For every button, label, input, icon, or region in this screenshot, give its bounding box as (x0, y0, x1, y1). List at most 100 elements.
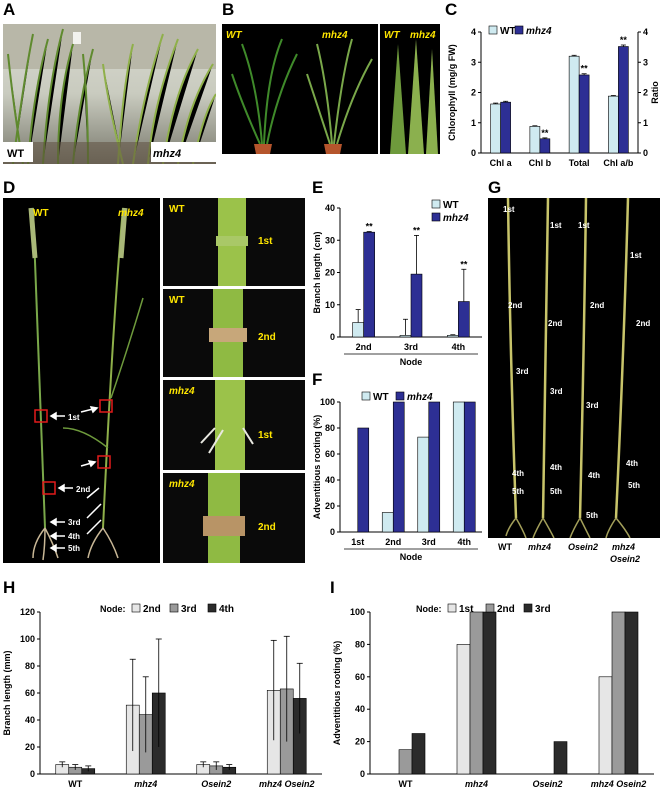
legend-title: Node: (100, 604, 126, 614)
legend-swatch (447, 603, 457, 613)
significance-mark: ** (541, 128, 549, 138)
photo-g-node-label: 1st (630, 251, 642, 260)
y-tick-label: 0 (330, 332, 335, 342)
bar (618, 46, 629, 154)
x-tick-label: mhz4 Osein2 (259, 779, 315, 789)
photo-d-stems: WT mhz4 1st 2nd 3rd 4th 5th WT 1st WT 2n… (3, 198, 305, 563)
x-tick-label: Osein2 (201, 779, 231, 789)
photo-g-node-label: 3rd (586, 401, 599, 410)
bar (500, 101, 511, 154)
panel-label-d: D (3, 178, 16, 197)
photo-g-node-label: 4th (626, 459, 638, 468)
y-tick-label: 4 (471, 27, 476, 37)
svg-text:1st: 1st (258, 430, 273, 441)
y-tick-label: 100 (350, 607, 365, 617)
y-tick-label: 20 (25, 742, 35, 752)
y-tick-label: 1 (471, 118, 476, 128)
y-tick-label: 100 (320, 397, 335, 407)
y2-tick-label: 1 (643, 118, 648, 128)
bar (490, 103, 501, 154)
svg-text:mhz4: mhz4 (169, 479, 195, 490)
legend-label: WT (373, 392, 389, 403)
photo-g-node-label: 2nd (548, 319, 562, 328)
y-axis-label: Branch length (mm) (2, 650, 12, 735)
photo-d-node-label: 1st (68, 413, 80, 422)
panel-label-i: I (330, 578, 335, 597)
bar (463, 401, 476, 533)
x-tick-label: Osein2 (532, 779, 562, 789)
y-tick-label: 80 (325, 423, 335, 433)
photo-d-mhz4-label: mhz4 (118, 208, 144, 219)
photo-d-node-label: 5th (68, 544, 80, 553)
chart-f-adventitious-rooting: 0 20 40 60 80 100 Adventitious rooting (%) 1st 2… (312, 391, 482, 562)
svg-text:WT: WT (169, 204, 185, 215)
photo-g-node-label: 5th (550, 487, 562, 496)
photo-d-wt-label: WT (33, 208, 49, 219)
photo-d-zoom-1: WT 1st (163, 198, 305, 286)
bar (357, 427, 370, 533)
bar (399, 335, 412, 338)
panel-label-f: F (312, 370, 323, 389)
significance-mark: ** (620, 35, 628, 45)
x-tick-label: Total (569, 158, 590, 168)
bar (529, 126, 541, 154)
bar (410, 273, 423, 338)
y-tick-label: 30 (325, 235, 335, 245)
y-tick-label: 100 (20, 634, 35, 644)
photo-b-mhz4-label: mhz4 (322, 30, 348, 41)
y-tick-label: 80 (25, 661, 35, 671)
photo-d-zoom-4: mhz4 2nd (163, 473, 305, 563)
photo-g-stems: 1st 1st 1st 1st 2nd 2nd 2nd 2nd 3rd 3rd … (488, 198, 660, 538)
bar (352, 322, 364, 338)
legend-swatch (207, 603, 217, 613)
y-tick-label: 60 (325, 449, 335, 459)
x-tick-label: mhz4 Osein2 (591, 779, 647, 789)
y-axis-label: Chlorophyll (mg/g FW) (447, 44, 457, 140)
y-tick-label: 40 (325, 475, 335, 485)
x-tick-label: mhz4 (465, 779, 488, 789)
chart-h-branch-length: 0 20 40 60 80 100 120 Branch length (mm) WT mhz4 O… (2, 603, 322, 789)
g-label-osein2-double: Osein2 (610, 554, 641, 564)
bar (363, 231, 375, 338)
photo-d-zoom-2: WT 2nd (163, 289, 305, 377)
x-tick-label: 2nd (356, 342, 372, 352)
bar (469, 611, 484, 775)
photo-g-node-label: 5th (586, 511, 598, 520)
panel-label-c: C (445, 0, 458, 19)
y-tick-label: 0 (471, 148, 476, 158)
legend-label: mhz4 (443, 213, 469, 224)
panel-label-e: E (312, 178, 324, 197)
bar (392, 401, 405, 533)
x-tick-label: WT (399, 779, 413, 789)
legend-label: 3rd (535, 604, 551, 615)
x-tick-label: 3rd (404, 342, 418, 352)
y-tick-label: 10 (325, 300, 335, 310)
y-tick-label: 3 (471, 57, 476, 67)
y-axis-label: Adventitious rooting (%) (312, 415, 322, 520)
g-label-wt: WT (498, 542, 512, 552)
bar (381, 512, 394, 533)
legend-swatch (361, 391, 371, 401)
svg-text:1st: 1st (258, 236, 273, 247)
svg-text:WT: WT (169, 295, 185, 306)
svg-text:2nd: 2nd (258, 522, 276, 533)
svg-text:2nd: 2nd (258, 332, 276, 343)
y-tick-label: 40 (25, 715, 35, 725)
photo-g-node-label: 5th (512, 487, 524, 496)
bar (553, 741, 568, 775)
legend-swatch (395, 391, 405, 401)
y2-tick-label: 2 (643, 88, 648, 98)
g-label-osein2: Osein2 (568, 542, 599, 552)
panel-label-a: A (3, 0, 16, 19)
bar (624, 611, 639, 775)
legend-label: WT (500, 26, 516, 37)
y-tick-label: 0 (360, 769, 365, 779)
significance-mark: ** (413, 225, 421, 235)
x-tick-label: Chl b (529, 158, 552, 168)
legend-label: WT (443, 200, 459, 211)
photo-g-node-label: 2nd (508, 301, 522, 310)
x-axis-label: Node (400, 357, 423, 367)
bar (539, 138, 551, 154)
legend-swatch (514, 25, 524, 35)
photo-g-node-label: 5th (628, 481, 640, 490)
